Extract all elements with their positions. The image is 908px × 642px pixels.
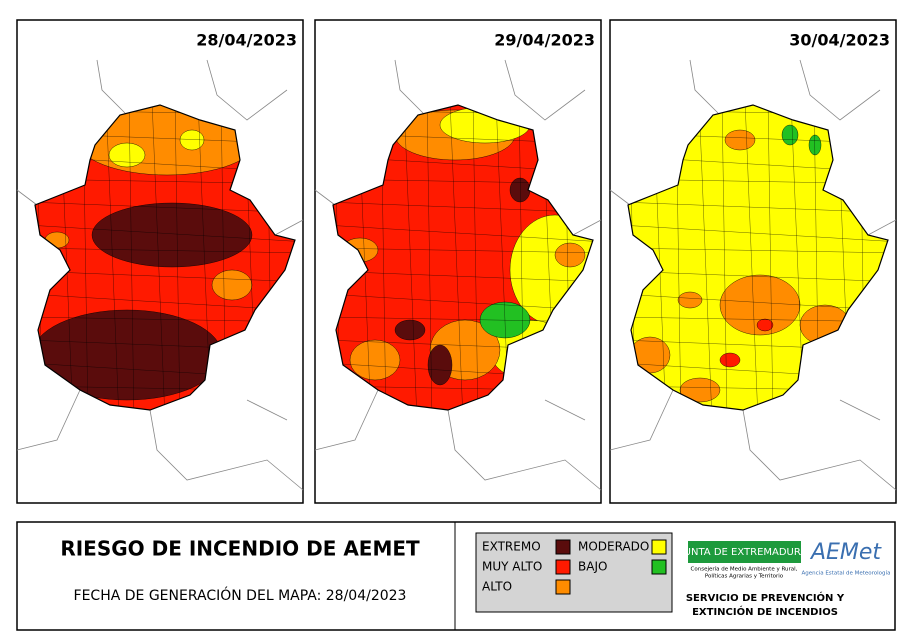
aemet-sub: Agencia Estatal de Meteorología (802, 570, 891, 577)
boundary-line (544, 399, 586, 421)
boundary-line (504, 59, 586, 121)
municipal-line (472, 105, 479, 410)
municipal-line (449, 105, 464, 410)
legend-label: MODERADO (578, 540, 649, 554)
boundary-line (206, 59, 288, 121)
risk-area (509, 177, 531, 203)
service: EXTINCIÓN DE INCENDIOS (692, 605, 838, 618)
municipal-line (628, 270, 888, 283)
municipal-line (426, 105, 433, 410)
boundary-line (689, 59, 721, 116)
junta-logo (688, 541, 801, 563)
boundary-line (447, 409, 602, 491)
boundary-line (314, 389, 379, 451)
legend-box (475, 532, 673, 613)
municipal-line (151, 105, 166, 410)
legend-label: BAJO (578, 560, 607, 574)
risk-area (679, 377, 721, 403)
boundary-line (867, 219, 897, 236)
risk-area (349, 339, 401, 381)
municipal-line (105, 105, 120, 410)
legend-swatch (651, 559, 667, 575)
municipal-line (628, 224, 888, 243)
legend-swatch (555, 539, 571, 555)
municipal-line (35, 270, 295, 283)
risk-area (781, 124, 799, 146)
junta-name: JUNTA DE EXTREMADURA (680, 547, 808, 558)
risk-area (179, 129, 205, 151)
boundary-line (572, 219, 602, 236)
boundary-line (246, 399, 288, 421)
legend-label: MUY ALTO (482, 560, 542, 574)
legend-label: ALTO (482, 580, 512, 594)
risk-area (108, 142, 146, 168)
generation-date: FECHA DE GENERACIÓN DEL MAPA: 28/04/2023 (74, 586, 407, 604)
map-panel: 28/04/2023 (16, 19, 304, 504)
municipal-line (35, 224, 295, 243)
legend-swatch (555, 559, 571, 575)
junta-sub: Políticas Agrarias y Territorio (705, 573, 784, 580)
municipal-line (698, 105, 713, 410)
legend-swatch (651, 539, 667, 555)
municipal-line (174, 105, 181, 410)
municipal-line (333, 270, 593, 283)
boundary-line (16, 389, 81, 451)
municipal-line (628, 247, 888, 254)
legend-label: EXTREMO (482, 540, 541, 554)
risk-area (808, 134, 822, 156)
risk-area (719, 352, 741, 368)
boundary-line (16, 189, 38, 206)
municipal-line (744, 105, 759, 410)
boundary-line (394, 59, 426, 116)
boundary-line (314, 189, 336, 206)
boundary-line (149, 409, 304, 491)
legend: EXTREMO MODERADO MUY ALTO BAJO ALTO (482, 539, 667, 595)
aemet-logo: AEMet (809, 540, 882, 565)
boundary-line (742, 409, 897, 491)
boundary-line (839, 399, 881, 421)
risk-area (554, 242, 586, 268)
legend-swatch (555, 579, 571, 595)
region-outline (332, 104, 594, 411)
municipal-line (403, 105, 418, 410)
risk-area (427, 344, 453, 386)
boundary-line (799, 59, 881, 121)
junta-sub: Consejería de Medio Ambiente y Rural, (691, 566, 798, 573)
region-outline (34, 104, 296, 411)
map-date: 30/04/2023 (789, 31, 890, 50)
map-panel: 29/04/2023 (314, 19, 602, 504)
footer-box (16, 521, 896, 631)
boundary-line (609, 389, 674, 451)
map-panel: 30/04/2023 (609, 19, 897, 504)
boundary-line (96, 59, 128, 116)
region-outline (627, 104, 889, 411)
risk-area (756, 318, 774, 332)
map-date: 28/04/2023 (196, 31, 297, 50)
risk-area (394, 319, 426, 341)
service: SERVICIO DE PREVENCIÓN Y (686, 591, 845, 604)
risk-area (677, 291, 703, 309)
municipal-line (35, 247, 295, 254)
map-date: 29/04/2023 (494, 31, 595, 50)
municipal-line (721, 105, 728, 410)
municipal-line (333, 224, 593, 243)
municipal-line (128, 105, 135, 410)
municipal-line (333, 247, 593, 254)
boundary-line (609, 189, 631, 206)
maps: 28/04/2023 29/04/2023 30/04/2023 (16, 19, 897, 504)
risk-area (724, 129, 756, 151)
municipal-line (767, 105, 774, 410)
boundary-line (274, 219, 304, 236)
risk-area (211, 269, 253, 301)
title: RIESGO DE INCENDIO DE AEMET (60, 537, 420, 561)
risk-area (91, 202, 253, 268)
